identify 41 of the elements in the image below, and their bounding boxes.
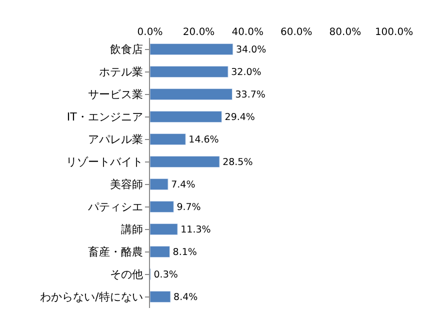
bar bbox=[150, 88, 232, 100]
bar bbox=[150, 178, 168, 190]
y-tick-label: パティシエ bbox=[86, 200, 143, 214]
x-tick-label: 40.0% bbox=[232, 27, 264, 38]
y-tick-label: 畜産・酪農 bbox=[88, 246, 143, 259]
y-tick-label: 飲食店 bbox=[110, 43, 143, 56]
data-label: 29.4% bbox=[224, 112, 255, 123]
bar bbox=[150, 246, 170, 258]
bar bbox=[150, 200, 174, 213]
x-tick-label: 100.0% bbox=[374, 27, 414, 38]
x-tick-label: 60.0% bbox=[280, 27, 312, 38]
bar bbox=[150, 110, 222, 123]
data-label: 28.5% bbox=[222, 156, 253, 168]
data-label: 7.4% bbox=[171, 179, 196, 190]
data-label: 33.7% bbox=[235, 89, 266, 100]
bar bbox=[150, 66, 228, 78]
data-label: 34.0% bbox=[236, 44, 266, 56]
y-tick-label: 講師 bbox=[120, 223, 143, 236]
data-label: 11.3% bbox=[180, 224, 211, 236]
y-tick-label: サービス業 bbox=[88, 88, 143, 102]
x-tick-label: 80.0% bbox=[329, 27, 362, 38]
data-label: 8.1% bbox=[172, 246, 197, 258]
data-label: 9.7% bbox=[176, 202, 201, 213]
x-tick-label: 0.0% bbox=[137, 27, 163, 38]
data-label: 32.0% bbox=[231, 66, 262, 78]
y-tick-label: その他 bbox=[110, 268, 143, 282]
bar bbox=[150, 43, 234, 56]
y-tick-label: リゾートバイト bbox=[66, 156, 143, 169]
y-tick-label: 美容師 bbox=[110, 178, 143, 192]
bar bbox=[150, 133, 186, 146]
x-tick-label: 20.0% bbox=[182, 27, 215, 38]
data-label: 0.3% bbox=[154, 269, 178, 280]
bar bbox=[150, 156, 220, 168]
data-label: 8.4% bbox=[174, 292, 198, 303]
y-tick-label: わからない/特にない bbox=[40, 290, 143, 304]
bar bbox=[150, 290, 171, 303]
y-tick-label: IT・エンジニア bbox=[66, 110, 143, 124]
data-label: 14.6% bbox=[188, 134, 219, 146]
y-tick-label: ホテル業 bbox=[98, 66, 143, 79]
bar bbox=[150, 223, 178, 236]
y-tick-label: アパレル業 bbox=[88, 133, 143, 146]
